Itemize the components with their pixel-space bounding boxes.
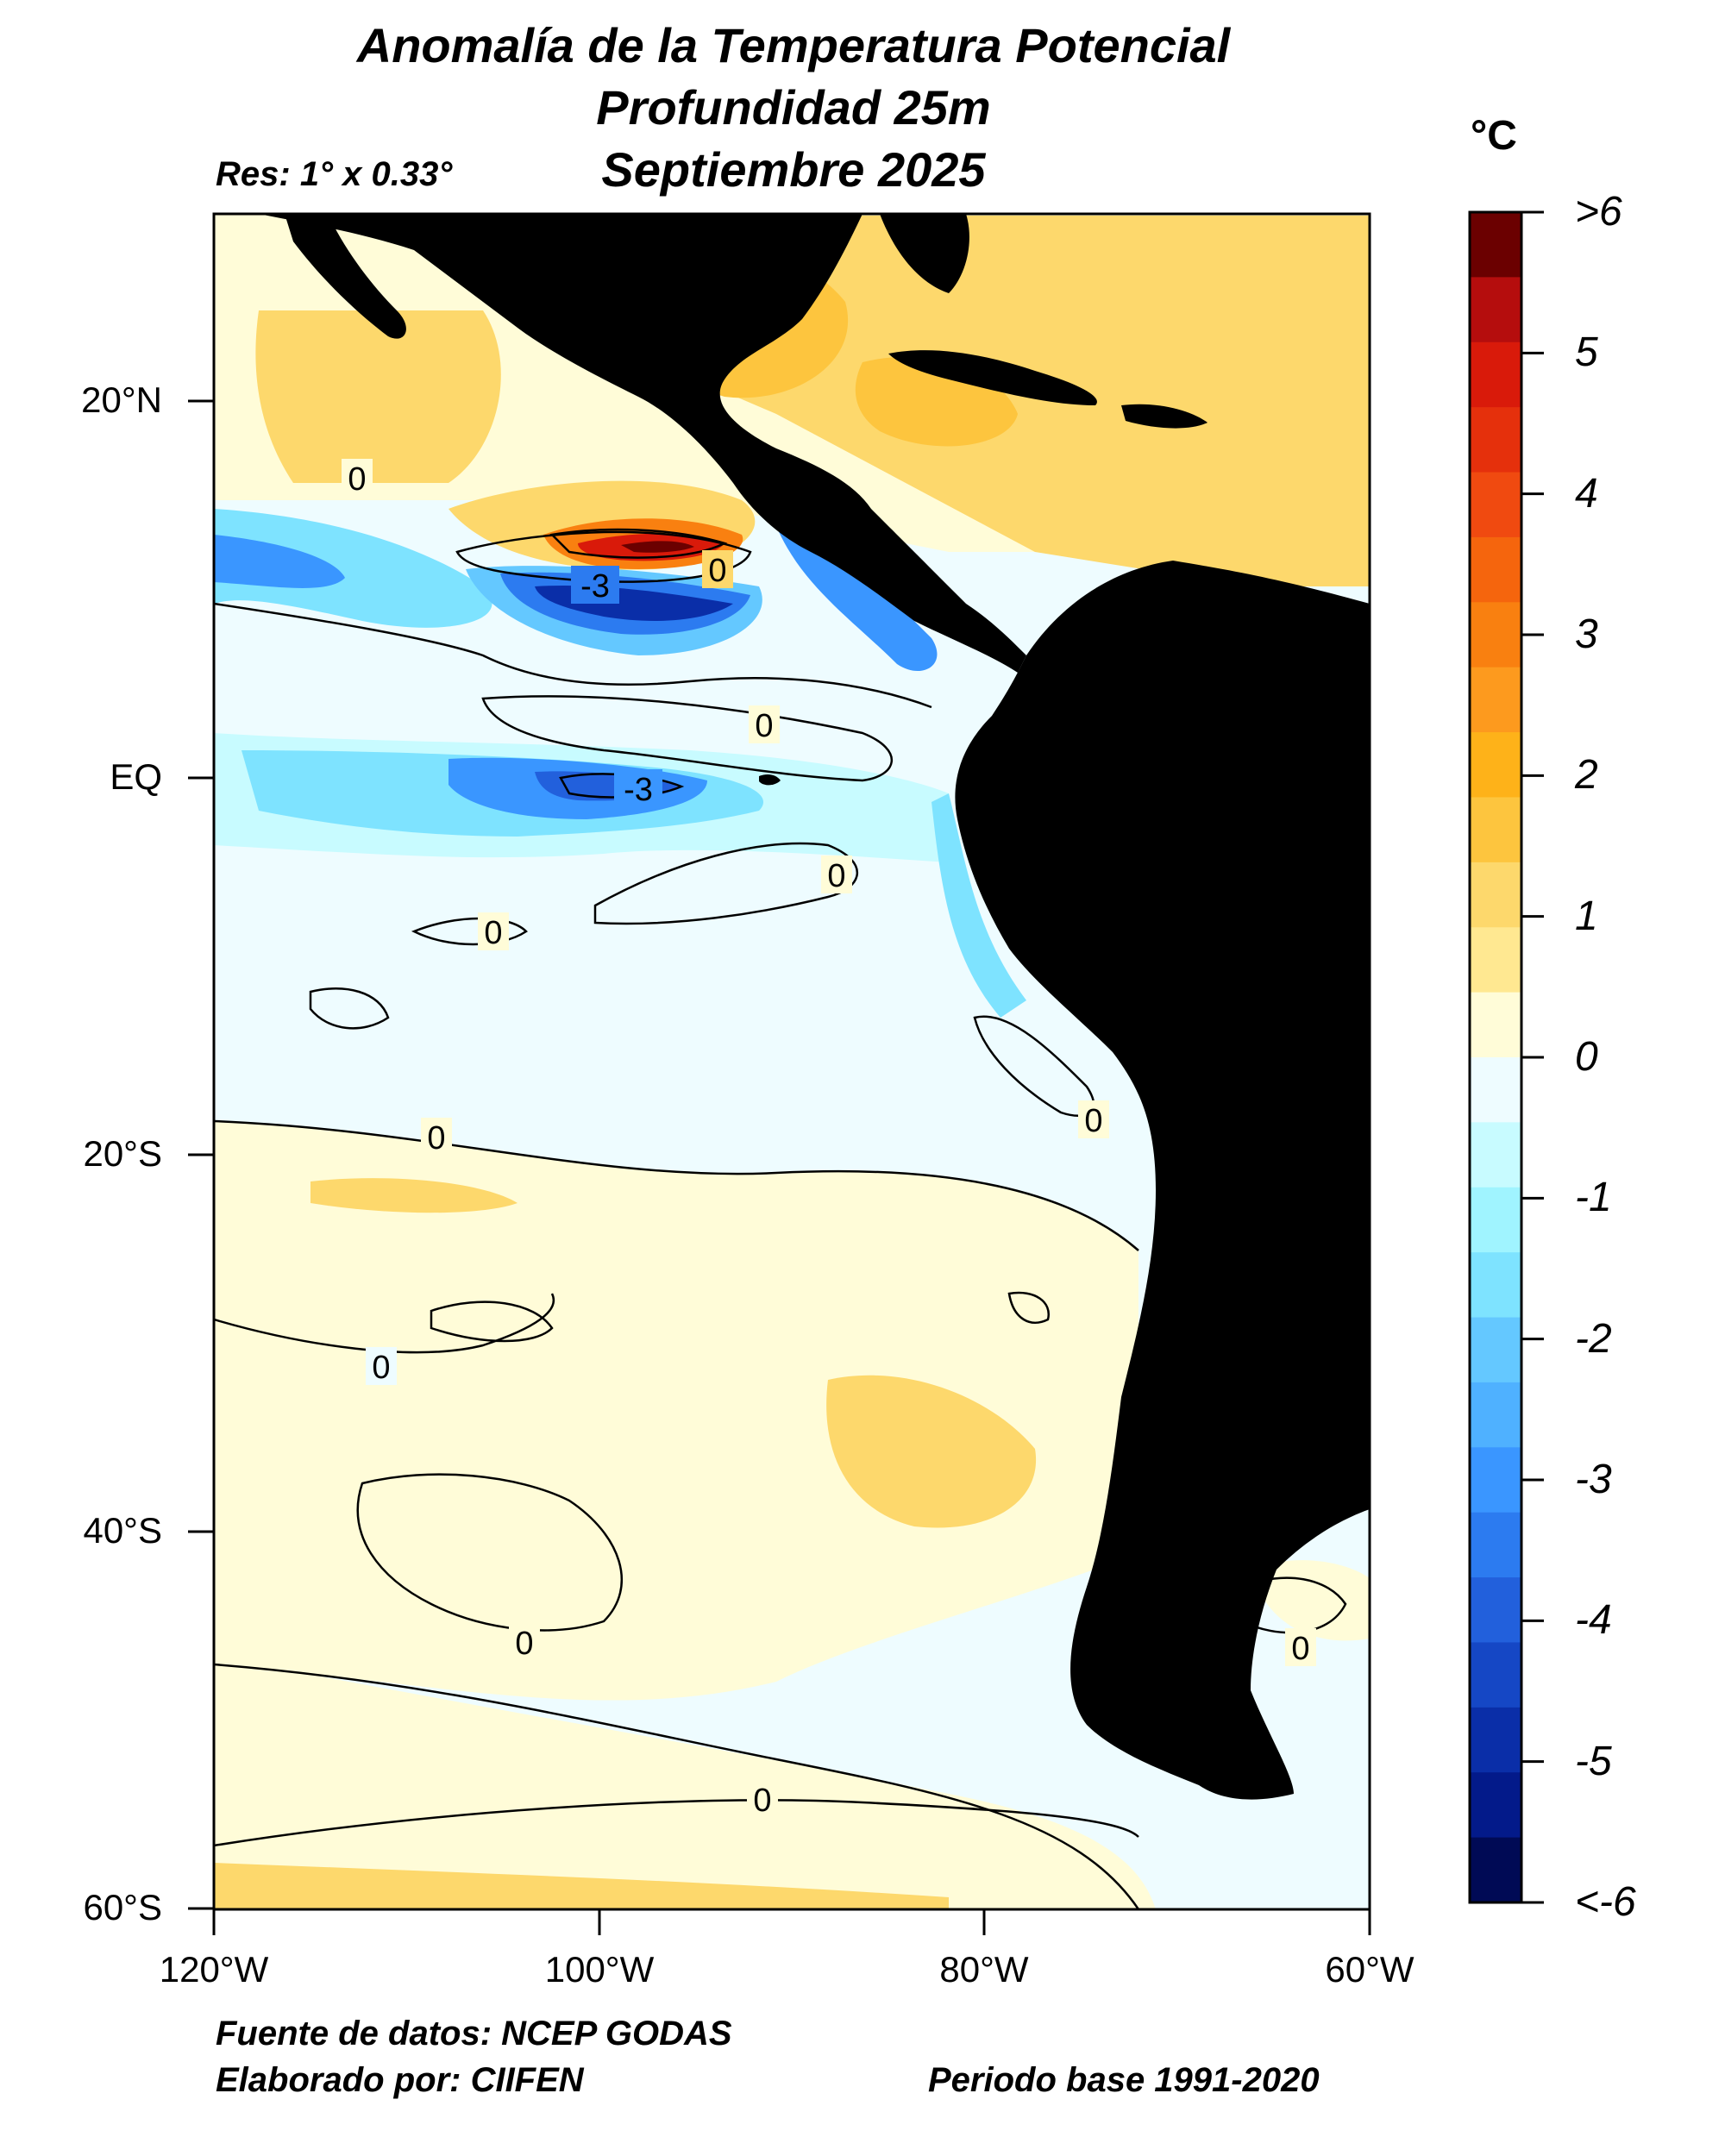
contour-label: 0	[1285, 1628, 1316, 1667]
contour-label: 0	[509, 1623, 540, 1662]
lat-tick-label: 20°N	[81, 379, 162, 420]
colorbar-tick-label: 0	[1575, 1034, 1598, 1080]
colorbar-swatch	[1470, 536, 1521, 603]
colorbar-tick-label: 2	[1575, 752, 1598, 799]
colorbar-swatch	[1470, 277, 1521, 343]
lat-tick-label: 20°S	[83, 1133, 162, 1174]
svg-text:0: 0	[753, 1783, 771, 1819]
colorbar-swatch	[1470, 992, 1521, 1058]
svg-text:0: 0	[348, 461, 366, 498]
colorbar-tick-label: 1	[1575, 893, 1598, 939]
contour-label: -3	[614, 769, 662, 808]
colorbar-swatch	[1470, 1382, 1521, 1448]
colorbar-swatch	[1470, 472, 1521, 538]
land-galapagos	[759, 774, 781, 786]
contour-label: 0	[821, 856, 852, 894]
svg-text:0: 0	[755, 708, 773, 744]
land-north-america	[259, 214, 1026, 673]
svg-text:0: 0	[427, 1120, 445, 1156]
colorbar-swatch	[1470, 602, 1521, 668]
axis-ticks	[188, 399, 1371, 1935]
colorbar-tick-label: >6	[1575, 189, 1622, 235]
svg-text:-3: -3	[624, 772, 653, 808]
colorbar-tick-label: 3	[1575, 611, 1598, 657]
svg-text:0: 0	[1084, 1103, 1102, 1139]
colorbar-swatch	[1470, 1122, 1521, 1188]
colorbar-tick-label: -3	[1575, 1457, 1612, 1502]
colorbar-tick-label: -5	[1575, 1738, 1612, 1784]
colorbar-swatch	[1470, 1837, 1521, 1903]
colorbar-swatch	[1470, 1187, 1521, 1253]
colorbar-tick-label: <-6	[1575, 1879, 1636, 1925]
contour-label-group: 0 -3 0 0 -3 0 0 0 0 0 0 0 0 0 0	[342, 459, 1316, 1819]
land-mask	[259, 214, 1370, 1800]
colorbar-swatch	[1470, 862, 1521, 928]
svg-text:-3: -3	[580, 568, 610, 605]
warm-region-south	[214, 1121, 1138, 1701]
lat-tick-label: 60°S	[83, 1887, 162, 1927]
colorbar-swatch	[1470, 1317, 1521, 1383]
lon-tick-label: 100°W	[544, 1949, 655, 1990]
svg-text:0: 0	[484, 915, 502, 951]
lon-tick-label: 80°W	[939, 1949, 1029, 1990]
svg-text:0: 0	[827, 858, 845, 894]
colorbar-swatch	[1470, 342, 1521, 408]
svg-text:0: 0	[372, 1350, 390, 1386]
map-title-line1: Anomalía de la Temperatura Potencial	[356, 18, 1231, 72]
map-title-line3: Septiembre 2025	[601, 142, 986, 197]
colorbar-swatch	[1470, 1447, 1521, 1514]
colorbar-swatch	[1470, 797, 1521, 863]
contour-label: 0	[747, 1780, 778, 1819]
svg-text:0: 0	[708, 553, 726, 589]
colorbar-swatch	[1470, 1772, 1521, 1839]
svg-text:0: 0	[515, 1626, 533, 1662]
colorbar-swatch	[1470, 1707, 1521, 1773]
colorbar-swatch	[1470, 667, 1521, 733]
colorbar-tick-label: -1	[1575, 1175, 1612, 1221]
contour-label: 0	[702, 550, 733, 589]
lat-tick-label: EQ	[110, 756, 162, 797]
contour-label: 0	[478, 912, 509, 951]
lat-tick-label: 40°S	[83, 1510, 162, 1551]
colorbar-tick-label: 5	[1575, 329, 1598, 376]
colorbar-swatch	[1470, 927, 1521, 993]
contour-label: 0	[1078, 1100, 1109, 1139]
colorbar-swatch	[1470, 1642, 1521, 1708]
colorbar-tick-label: -4	[1575, 1597, 1612, 1644]
contour-label: 0	[366, 1347, 397, 1386]
land-baja-california	[285, 214, 406, 339]
colorbar-swatch	[1470, 1252, 1521, 1319]
colorbar-swatch	[1470, 1057, 1521, 1123]
svg-text:0: 0	[1291, 1631, 1309, 1667]
colorbar-unit: °C	[1471, 113, 1517, 159]
base-period-label: Periodo base 1991-2020	[928, 2061, 1320, 2099]
colorbar-tick-label: -2	[1575, 1315, 1612, 1362]
colorbar-swatch	[1470, 732, 1521, 798]
colorbar-tick-label: 4	[1575, 470, 1598, 517]
contour-label: -3	[571, 566, 619, 605]
lon-tick-label: 60°W	[1325, 1949, 1414, 1990]
colorbar	[1468, 210, 1544, 1904]
lon-tick-label: 120°W	[159, 1949, 269, 1990]
cold-strip-15n	[214, 509, 492, 628]
land-cuba	[888, 350, 1097, 405]
data-source-label: Fuente de datos: NCEP GODAS	[216, 2015, 732, 2053]
contour-label: 0	[421, 1118, 452, 1156]
colorbar-swatch	[1470, 1512, 1521, 1578]
contour-label: 0	[342, 459, 373, 498]
contour-label: 0	[749, 705, 780, 744]
map-field: 0 -3 0 0 -3 0 0 0 0 0 0 0 0 0 0	[214, 214, 1370, 1909]
land-hispaniola	[1121, 404, 1208, 429]
colorbar-swatch	[1470, 1577, 1521, 1643]
colorbar-swatch	[1470, 212, 1521, 278]
land-south-america	[955, 561, 1370, 1800]
resolution-label: Res: 1° x 0.33°	[216, 155, 453, 193]
colorbar-swatch	[1470, 407, 1521, 473]
author-label: Elaborado por: CIIFEN	[216, 2061, 584, 2099]
map-frame	[212, 212, 1371, 1911]
map-title-line2: Profundidad 25m	[596, 80, 991, 135]
